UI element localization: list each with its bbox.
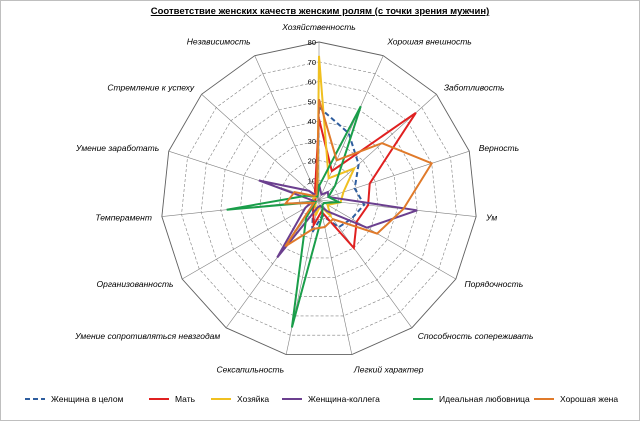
radar-series <box>226 55 434 328</box>
series-line <box>258 179 418 259</box>
axis-label: Организованность <box>96 279 173 289</box>
legend-swatch <box>534 398 554 400</box>
series-line <box>312 55 357 220</box>
grid-spoke <box>182 199 320 280</box>
grid-ring <box>279 160 359 239</box>
chart-title: Соответствие женских качеств женским рол… <box>150 6 490 17</box>
tick-label: 20 <box>308 157 316 166</box>
axis-label: Независимость <box>187 37 251 47</box>
tick-label: 30 <box>308 137 316 146</box>
legend-label: Хорошая жена <box>560 394 619 404</box>
axis-label: Верность <box>479 143 519 153</box>
legend-label: Идеальная любовница <box>439 394 530 404</box>
axis-label: Хорошая внешность <box>386 37 471 47</box>
legend-swatch <box>413 398 433 400</box>
radar-axis-labels: Хозяйственность Хорошая внешность Заботлив… <box>74 22 533 374</box>
legend-swatch <box>282 398 302 400</box>
axis-label: Порядочность <box>464 279 523 289</box>
grid-spoke <box>318 199 353 355</box>
grid-ring <box>200 81 438 317</box>
axis-label: Легкий характер <box>353 364 424 374</box>
legend-label: Хозяйка <box>237 394 270 404</box>
tick-label: 10 <box>308 176 316 185</box>
legend-label: Женщина-коллега <box>308 394 380 404</box>
legend: Женщина в целом Мать Хозяйка Женщина-коллег… <box>1 394 639 410</box>
grid-spoke <box>201 94 320 201</box>
legend-item: Хорошая жена <box>534 394 618 404</box>
legend-item: Женщина в целом <box>25 394 123 404</box>
tick-label: 80 <box>308 38 316 47</box>
grid-spoke <box>318 199 456 280</box>
grid-spoke <box>254 55 320 201</box>
tick-label: 70 <box>308 58 316 67</box>
axis-label: Стремление к успеху <box>107 83 194 93</box>
axis-label: Способность сопереживать <box>418 331 534 341</box>
grid-spoke <box>318 199 413 329</box>
legend-label: Женщина в целом <box>51 394 124 404</box>
grid-ring <box>161 41 477 355</box>
tick-label: 40 <box>308 117 316 126</box>
axis-label: Темперамент <box>95 213 152 223</box>
axis-label: Сексапильность <box>217 364 285 374</box>
axis-label: Ум <box>485 213 497 223</box>
legend-swatch <box>211 398 231 400</box>
axis-label: Умение сопротивляться невзгодам <box>74 331 220 341</box>
grid-ring <box>259 140 379 259</box>
axis-label: Заботливость <box>444 83 505 93</box>
legend-swatch <box>25 398 45 400</box>
grid-ring <box>240 120 398 278</box>
grid-ring <box>181 61 457 336</box>
series-line <box>283 98 434 248</box>
legend-item: Женщина-коллега <box>282 394 380 404</box>
axis-label: Умение заработать <box>75 143 159 153</box>
grid-spoke <box>318 94 437 201</box>
legend-item: Хозяйка <box>211 394 269 404</box>
axis-label: Хозяйственность <box>281 22 356 32</box>
legend-swatch <box>149 398 169 400</box>
legend-item: Мать <box>149 394 195 404</box>
legend-label: Мать <box>175 394 196 404</box>
legend-item: Идеальная любовница <box>413 394 530 404</box>
tick-label: 60 <box>308 78 316 87</box>
grid-spoke <box>318 55 384 201</box>
grid-spoke <box>225 199 320 329</box>
tick-label: 50 <box>308 97 316 106</box>
